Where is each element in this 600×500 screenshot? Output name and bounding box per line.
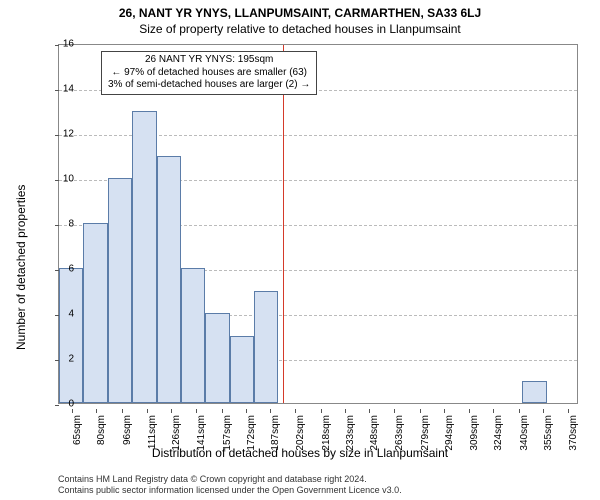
x-tick-label: 80sqm xyxy=(96,415,107,445)
y-tick-mark xyxy=(55,405,59,406)
x-tick-mark xyxy=(246,409,247,413)
y-tick-label: 8 xyxy=(68,219,74,230)
x-tick-mark xyxy=(295,409,296,413)
x-tick-mark xyxy=(543,409,544,413)
y-tick-label: 16 xyxy=(63,39,74,50)
histogram-bar xyxy=(254,291,278,404)
x-axis-label: Distribution of detached houses by size … xyxy=(0,446,600,460)
x-tick-mark xyxy=(568,409,569,413)
y-tick-mark xyxy=(55,135,59,136)
x-tick-mark xyxy=(96,409,97,413)
histogram-bar xyxy=(522,381,546,404)
histogram-bar xyxy=(230,336,254,404)
y-tick-mark xyxy=(55,225,59,226)
x-tick-mark xyxy=(270,409,271,413)
x-tick-mark xyxy=(519,409,520,413)
y-tick-label: 0 xyxy=(68,399,74,410)
y-tick-mark xyxy=(55,45,59,46)
y-tick-mark xyxy=(55,90,59,91)
y-tick-mark xyxy=(55,180,59,181)
x-tick-mark xyxy=(222,409,223,413)
y-tick-label: 4 xyxy=(68,309,74,320)
y-axis-label: Number of detached properties xyxy=(14,185,28,350)
annotation-line: 26 NANT YR YNYS: 195sqm xyxy=(108,54,310,67)
x-tick-mark xyxy=(345,409,346,413)
footer-line-2: Contains public sector information licen… xyxy=(58,485,402,496)
x-tick-label: 65sqm xyxy=(72,415,83,445)
title-line-1: 26, NANT YR YNYS, LLANPUMSAINT, CARMARTH… xyxy=(0,0,600,20)
x-tick-mark xyxy=(469,409,470,413)
y-tick-label: 10 xyxy=(63,174,74,185)
reference-line xyxy=(283,45,284,403)
footer-line-1: Contains HM Land Registry data © Crown c… xyxy=(58,474,402,485)
histogram-bar xyxy=(83,223,107,403)
y-tick-label: 12 xyxy=(63,129,74,140)
annotation-line: ← 97% of detached houses are smaller (63… xyxy=(108,67,310,80)
histogram-bar xyxy=(205,313,229,403)
x-tick-mark xyxy=(321,409,322,413)
x-tick-mark xyxy=(171,409,172,413)
y-tick-label: 14 xyxy=(63,84,74,95)
x-tick-mark xyxy=(420,409,421,413)
histogram-bar xyxy=(132,111,156,404)
histogram-bar xyxy=(157,156,181,404)
x-tick-mark xyxy=(72,409,73,413)
x-tick-mark xyxy=(394,409,395,413)
x-tick-mark xyxy=(493,409,494,413)
x-tick-mark xyxy=(444,409,445,413)
x-tick-label: 111sqm xyxy=(147,415,158,449)
x-tick-mark xyxy=(122,409,123,413)
x-tick-mark xyxy=(369,409,370,413)
x-tick-label: 96sqm xyxy=(122,415,133,445)
histogram-bar xyxy=(108,178,132,403)
footer-attribution: Contains HM Land Registry data © Crown c… xyxy=(58,474,402,497)
y-tick-label: 6 xyxy=(68,264,74,275)
annotation-line: 3% of semi-detached houses are larger (2… xyxy=(108,79,310,92)
x-tick-mark xyxy=(196,409,197,413)
annotation-box: 26 NANT YR YNYS: 195sqm← 97% of detached… xyxy=(101,51,317,95)
y-tick-label: 2 xyxy=(68,354,74,365)
histogram-bar xyxy=(59,268,83,403)
histogram-bar xyxy=(181,268,205,403)
x-tick-mark xyxy=(147,409,148,413)
title-line-2: Size of property relative to detached ho… xyxy=(0,20,600,36)
chart-plot-area: 26 NANT YR YNYS: 195sqm← 97% of detached… xyxy=(58,44,578,404)
